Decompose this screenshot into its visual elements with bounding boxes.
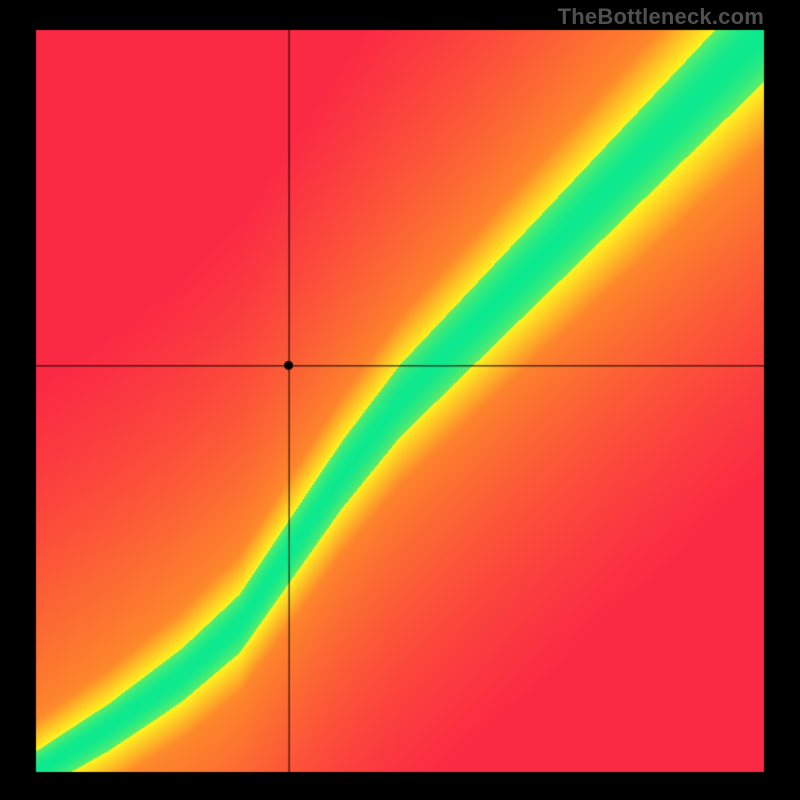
watermark-text: TheBottleneck.com — [558, 4, 764, 30]
bottleneck-heatmap — [0, 0, 800, 800]
